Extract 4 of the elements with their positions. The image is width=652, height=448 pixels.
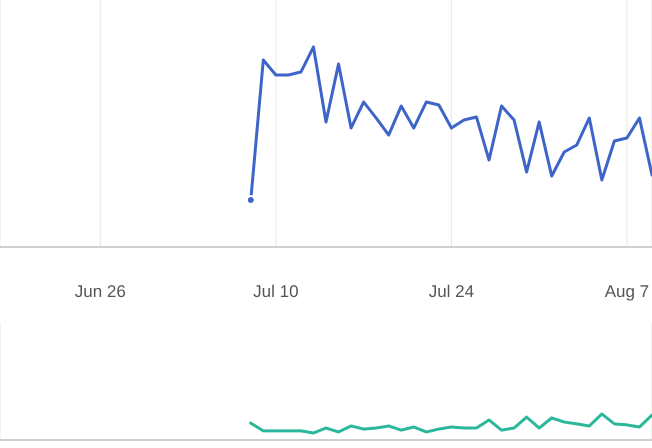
x-tick-label: Jun 26 <box>74 282 126 302</box>
x-tick-label: Jul 24 <box>428 282 474 302</box>
x-tick-label: Jul 10 <box>253 282 299 302</box>
x-tick-label: Aug 7 <box>604 282 650 302</box>
